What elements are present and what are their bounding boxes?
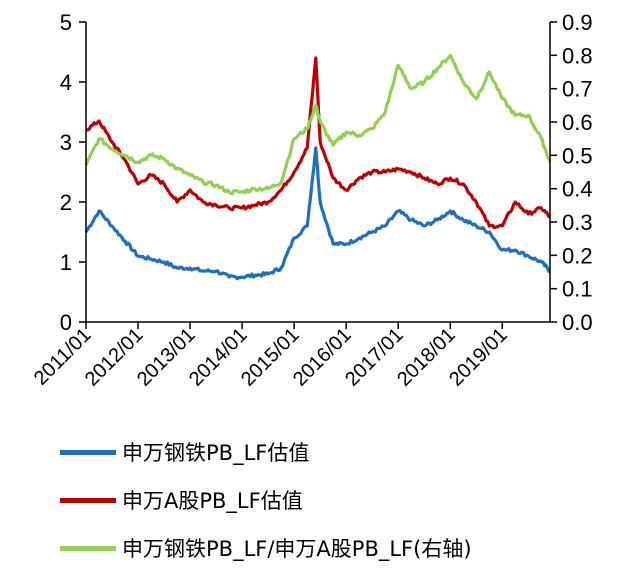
- legend-item-ratio: 申万钢铁PB_LF/申万A股PB_LF(右轴): [60, 524, 472, 572]
- left-y-axis: 0 1 2 3 4 5: [60, 10, 87, 335]
- x-axis: 2011/012012/012013/012014/012015/012016/…: [30, 321, 550, 391]
- right-tick-label: 0.8: [562, 43, 593, 68]
- right-tick-label: 0.6: [562, 110, 593, 135]
- right-tick-label: 0.1: [562, 277, 593, 302]
- legend: 申万钢铁PB_LF估值 申万A股PB_LF估值 申万钢铁PB_LF/申万A股PB…: [60, 428, 472, 572]
- left-tick-label: 1: [60, 250, 72, 275]
- left-tick-label: 5: [60, 10, 72, 35]
- legend-swatch-ratio: [60, 545, 116, 551]
- legend-item-a-share-pb: 申万A股PB_LF估值: [60, 476, 472, 524]
- right-tick-label: 0.0: [562, 310, 593, 335]
- series-line-a-share-pb: [85, 56, 551, 230]
- right-tick-label: 0.2: [562, 243, 593, 268]
- legend-label-ratio: 申万钢铁PB_LF/申万A股PB_LF(右轴): [122, 537, 472, 561]
- legend-item-steel-pb: 申万钢铁PB_LF估值: [60, 428, 472, 476]
- right-y-axis: 0.0 0.1 0.2 0.3 0.4 0.5 0.6 0.7 0.8 0.9: [549, 10, 593, 335]
- chart: 0 1 2 3 4 5 0.0 0.1 0.2 0.3 0.4 0.5 0.6 0.7 0.8 0.9 20…: [30, 10, 593, 391]
- plot-area: [84, 53, 552, 281]
- right-tick-label: 0.3: [562, 210, 593, 235]
- left-tick-label: 4: [60, 70, 72, 95]
- right-tick-label: 0.5: [562, 143, 593, 168]
- right-tick-label: 0.4: [562, 177, 593, 202]
- right-tick-label: 0.7: [562, 77, 593, 102]
- left-tick-label: 3: [60, 130, 72, 155]
- legend-label-steel-pb: 申万钢铁PB_LF估值: [122, 441, 310, 465]
- left-tick-label: 2: [60, 190, 72, 215]
- series-line-steel-pb: [84, 146, 551, 281]
- x-tick-label: 2019/01: [445, 324, 512, 391]
- left-tick-label: 0: [60, 310, 72, 335]
- legend-label-a-share-pb: 申万A股PB_LF估值: [122, 489, 303, 513]
- legend-swatch-a-share-pb: [60, 497, 116, 503]
- series-line-ratio: [84, 53, 552, 196]
- right-tick-label: 0.9: [562, 10, 593, 35]
- legend-swatch-steel-pb: [60, 449, 116, 455]
